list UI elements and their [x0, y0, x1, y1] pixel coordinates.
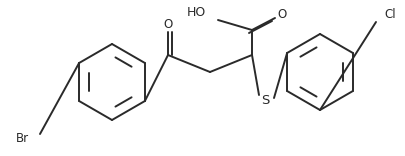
Text: O: O [163, 17, 173, 31]
Text: Cl: Cl [384, 7, 396, 20]
Text: S: S [261, 93, 269, 107]
Text: HO: HO [186, 5, 206, 19]
Text: O: O [277, 8, 287, 22]
Text: Br: Br [15, 132, 29, 144]
